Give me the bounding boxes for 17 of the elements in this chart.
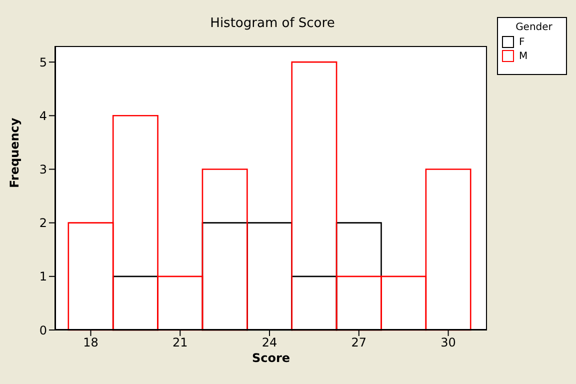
y-tick-label: 3 [39,162,47,177]
y-axis-title: Frequency [7,118,22,188]
y-tick-label: 4 [39,108,47,123]
y-tick-label: 1 [39,270,47,284]
x-tick-label: 21 [172,336,188,350]
legend-label: F [519,36,525,48]
x-axis-title: Score [252,351,290,365]
x-tick-label: 27 [351,336,367,350]
chart-title: Histogram of Score [210,16,335,31]
legend-label: M [519,50,528,62]
x-tick-label: 18 [83,336,98,350]
legend-title: Gender [514,22,554,33]
y-tick-label: 0 [39,323,47,338]
x-tick-label: 24 [262,336,278,350]
x-tick-label: 30 [440,336,456,350]
y-tick-label: 2 [39,216,47,230]
y-tick-label: 5 [39,55,47,70]
